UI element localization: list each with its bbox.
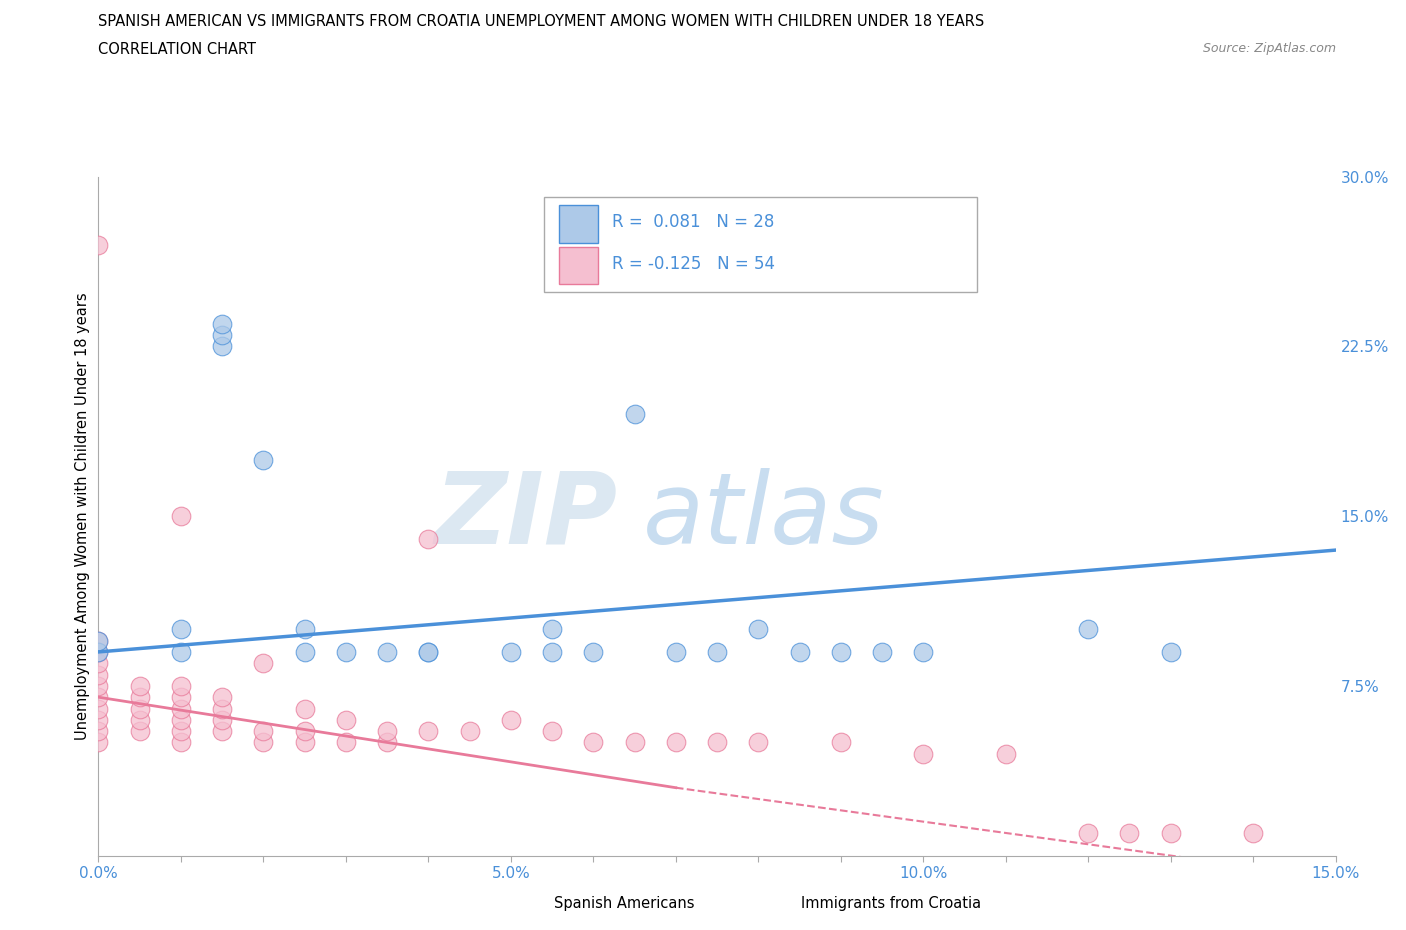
Point [87,633,110,648]
Point [211,724,233,738]
Point [211,690,233,705]
Point [623,407,645,422]
Point [294,701,316,716]
Point [499,712,522,727]
Point [252,656,274,671]
Point [87,633,110,648]
Text: R = -0.125   N = 54: R = -0.125 N = 54 [612,255,775,272]
Point [541,644,564,659]
Point [87,690,110,705]
Point [170,622,193,637]
Point [335,735,357,750]
Point [912,644,935,659]
Point [1160,826,1182,841]
Point [87,724,110,738]
Point [1077,826,1099,841]
Point [170,701,193,716]
Point [128,701,150,716]
Point [994,746,1017,761]
Point [211,701,233,716]
Point [252,724,274,738]
Point [211,712,233,727]
Point [170,712,193,727]
Point [211,339,233,353]
Text: R =  0.081   N = 28: R = 0.081 N = 28 [612,213,775,232]
Point [87,735,110,750]
Point [87,644,110,659]
Point [706,735,728,750]
Point [706,644,728,659]
Point [170,509,193,524]
Point [335,712,357,727]
Point [830,644,852,659]
Point [747,735,769,750]
Point [830,735,852,750]
FancyBboxPatch shape [766,889,794,917]
Point [87,667,110,682]
Point [252,735,274,750]
Point [1241,826,1264,841]
Point [458,724,481,738]
Point [541,622,564,637]
Point [87,701,110,716]
Point [87,644,110,659]
Point [582,735,605,750]
FancyBboxPatch shape [558,246,599,284]
Point [418,531,440,546]
Point [582,644,605,659]
Point [87,679,110,694]
Point [294,644,316,659]
Text: Source: ZipAtlas.com: Source: ZipAtlas.com [1202,42,1336,55]
Point [665,644,688,659]
Point [87,237,110,252]
Point [128,690,150,705]
Point [375,735,398,750]
Point [128,712,150,727]
Point [541,724,564,738]
Point [294,724,316,738]
Point [170,724,193,738]
Point [912,746,935,761]
Point [335,644,357,659]
Point [623,735,645,750]
Point [1077,622,1099,637]
Point [789,644,811,659]
Point [418,644,440,659]
Point [747,622,769,637]
Point [170,690,193,705]
Point [375,644,398,659]
FancyBboxPatch shape [558,206,599,243]
Point [252,452,274,467]
Point [418,724,440,738]
Point [294,735,316,750]
Point [665,735,688,750]
Text: CORRELATION CHART: CORRELATION CHART [98,42,256,57]
Point [170,679,193,694]
Point [170,644,193,659]
FancyBboxPatch shape [519,889,547,917]
Y-axis label: Unemployment Among Women with Children Under 18 years: Unemployment Among Women with Children U… [75,292,90,740]
Text: atlas: atlas [643,468,884,565]
Text: Spanish Americans: Spanish Americans [554,896,695,910]
Point [87,656,110,671]
Point [87,712,110,727]
Point [294,622,316,637]
Text: SPANISH AMERICAN VS IMMIGRANTS FROM CROATIA UNEMPLOYMENT AMONG WOMEN WITH CHILDR: SPANISH AMERICAN VS IMMIGRANTS FROM CROA… [98,14,984,29]
Point [499,644,522,659]
Point [870,644,893,659]
Point [418,644,440,659]
Point [1118,826,1140,841]
Point [211,316,233,331]
Point [128,679,150,694]
Point [128,724,150,738]
Text: ZIP: ZIP [434,468,619,565]
FancyBboxPatch shape [544,197,977,292]
Text: Immigrants from Croatia: Immigrants from Croatia [801,896,981,910]
Point [1160,644,1182,659]
Point [211,327,233,342]
Point [170,735,193,750]
Point [375,724,398,738]
